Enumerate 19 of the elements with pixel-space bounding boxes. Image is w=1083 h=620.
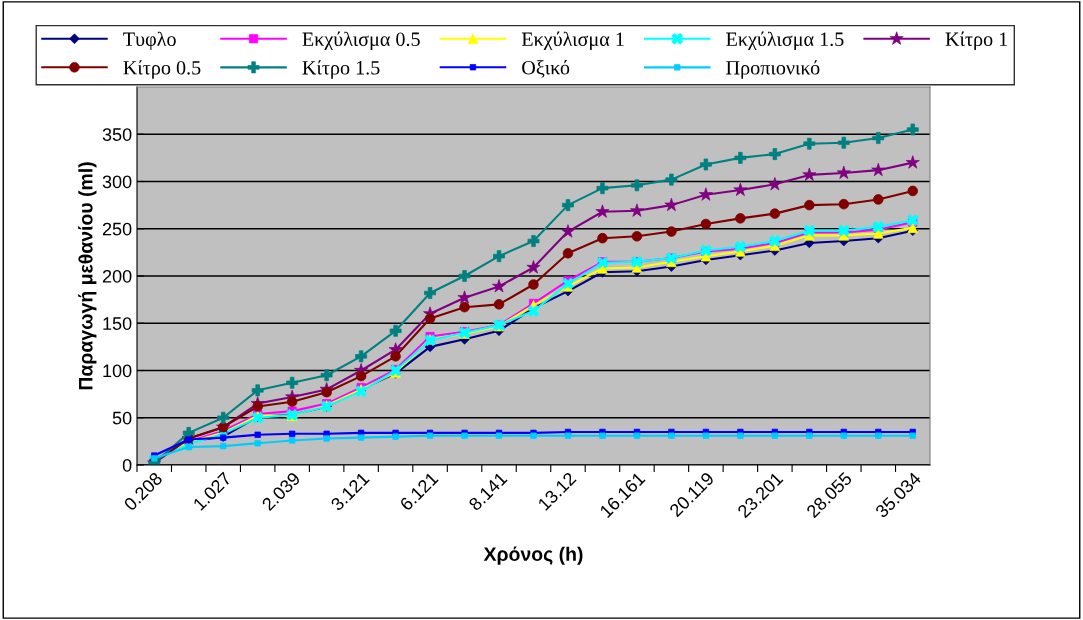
legend-label: Κίτρο 0.5 — [123, 60, 201, 79]
y-tick-label: 0 — [122, 458, 132, 472]
y-tick-label: 250 — [102, 222, 132, 236]
legend-label: Τυφλο — [123, 31, 176, 51]
legend-label: Εκχύλισμα 0.5 — [302, 31, 420, 51]
y-tick-label: 50 — [112, 411, 132, 425]
legend-label: Προπιονικό — [726, 60, 820, 79]
y-tick-label: 200 — [102, 269, 132, 283]
y-tick-label: 300 — [102, 175, 132, 189]
y-tick-label: 150 — [103, 317, 132, 330]
legend-label: Κίτρο 1.5 — [302, 60, 380, 79]
legend-label: Εκχύλισμα 1.5 — [726, 31, 844, 51]
y-axis-title: Παραγωγή μεθανίου (ml) — [78, 162, 97, 390]
legend-label: Εκχύλισμα 1 — [521, 31, 624, 51]
legend-label: Κίτρο 1 — [945, 31, 1008, 51]
x-axis-title: Χρόνος (h) — [483, 546, 583, 565]
legend-label: Οξικό — [522, 60, 570, 78]
y-tick-label: 350 — [102, 128, 132, 141]
y-tick-label: 100 — [103, 364, 132, 378]
